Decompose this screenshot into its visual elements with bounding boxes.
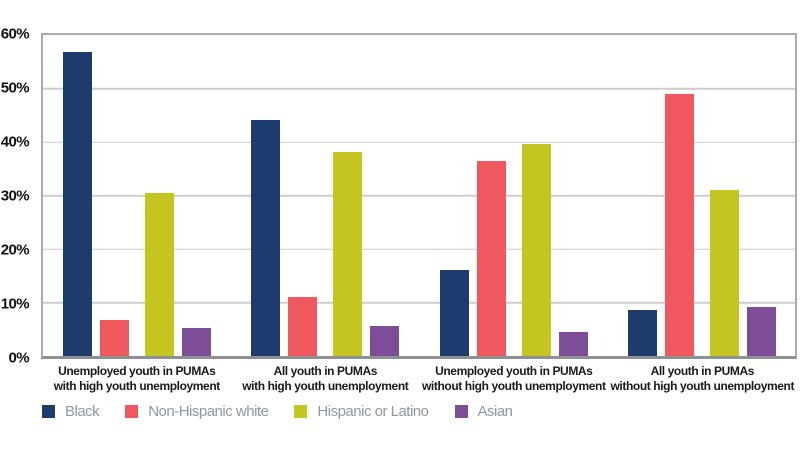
y-axis-tick-label: 20% [0, 241, 30, 259]
bar-group [251, 35, 400, 356]
bar-asian [370, 326, 400, 356]
y-axis-tick-label: 50% [0, 79, 30, 97]
y-axis-tick-label: 30% [0, 187, 30, 205]
bar-group [439, 35, 588, 356]
category-label: Unemployed youth in PUMAs with high yout… [53, 364, 221, 393]
legend-item-hispanic-or-latino: Hispanic or Latino [294, 403, 429, 420]
category-label: All youth in PUMAs with high youth unemp… [242, 364, 409, 393]
bar-hispanic-or-latino [333, 152, 363, 356]
gridline [43, 141, 795, 143]
bar-asian [558, 332, 588, 356]
bar-black [628, 310, 658, 356]
y-axis-tick-label: 60% [0, 25, 30, 43]
gridline [43, 301, 795, 304]
bar-non-hispanic-white [99, 320, 129, 356]
bar-asian [747, 307, 777, 356]
bar-hispanic-or-latino [710, 190, 740, 356]
legend-swatch-non-hispanic-white [125, 405, 139, 418]
legend-item-label: Non-Hispanic white [148, 403, 269, 420]
legend-item-asian: Asian [454, 403, 514, 420]
gridline [43, 248, 795, 250]
y-axis: 0% 10% 20% 30% 40% 50% 60% [0, 26, 30, 367]
bar-hispanic-or-latino [144, 193, 174, 356]
legend-item-non-hispanic-white: Non-Hispanic white [125, 403, 269, 420]
bar-hispanic-or-latino [521, 144, 551, 356]
bar-asian [181, 328, 211, 356]
bar-black [251, 120, 281, 356]
plot-area [41, 33, 797, 359]
bar-non-hispanic-white [288, 297, 318, 356]
bar-non-hispanic-white [665, 94, 695, 356]
gridline [43, 194, 795, 197]
legend-item-label: Black [65, 403, 100, 420]
legend-item-label: Hispanic or Latino [317, 403, 429, 420]
bar-non-hispanic-white [476, 161, 506, 356]
y-axis-tick-label: 10% [0, 295, 30, 313]
y-axis-tick-label: 40% [0, 133, 30, 151]
bar-black [62, 52, 92, 356]
legend-item-black: Black [42, 403, 100, 420]
legend-swatch-asian [454, 405, 468, 418]
category-label: Unemployed youth in PUMAs without high y… [422, 364, 606, 393]
category-label: All youth in PUMAs without high youth un… [610, 364, 795, 393]
legend-item-label: Asian [477, 403, 514, 420]
bar-black [439, 270, 469, 356]
legend-swatch-hispanic-or-latino [294, 405, 308, 418]
legend-swatch-black [42, 405, 55, 418]
bar-group [62, 35, 211, 356]
legend: Black Non-Hispanic white Hispanic or Latin… [42, 403, 513, 420]
bar-group [628, 35, 777, 356]
gridline [43, 87, 795, 90]
y-axis-tick-label: 0% [8, 349, 30, 367]
